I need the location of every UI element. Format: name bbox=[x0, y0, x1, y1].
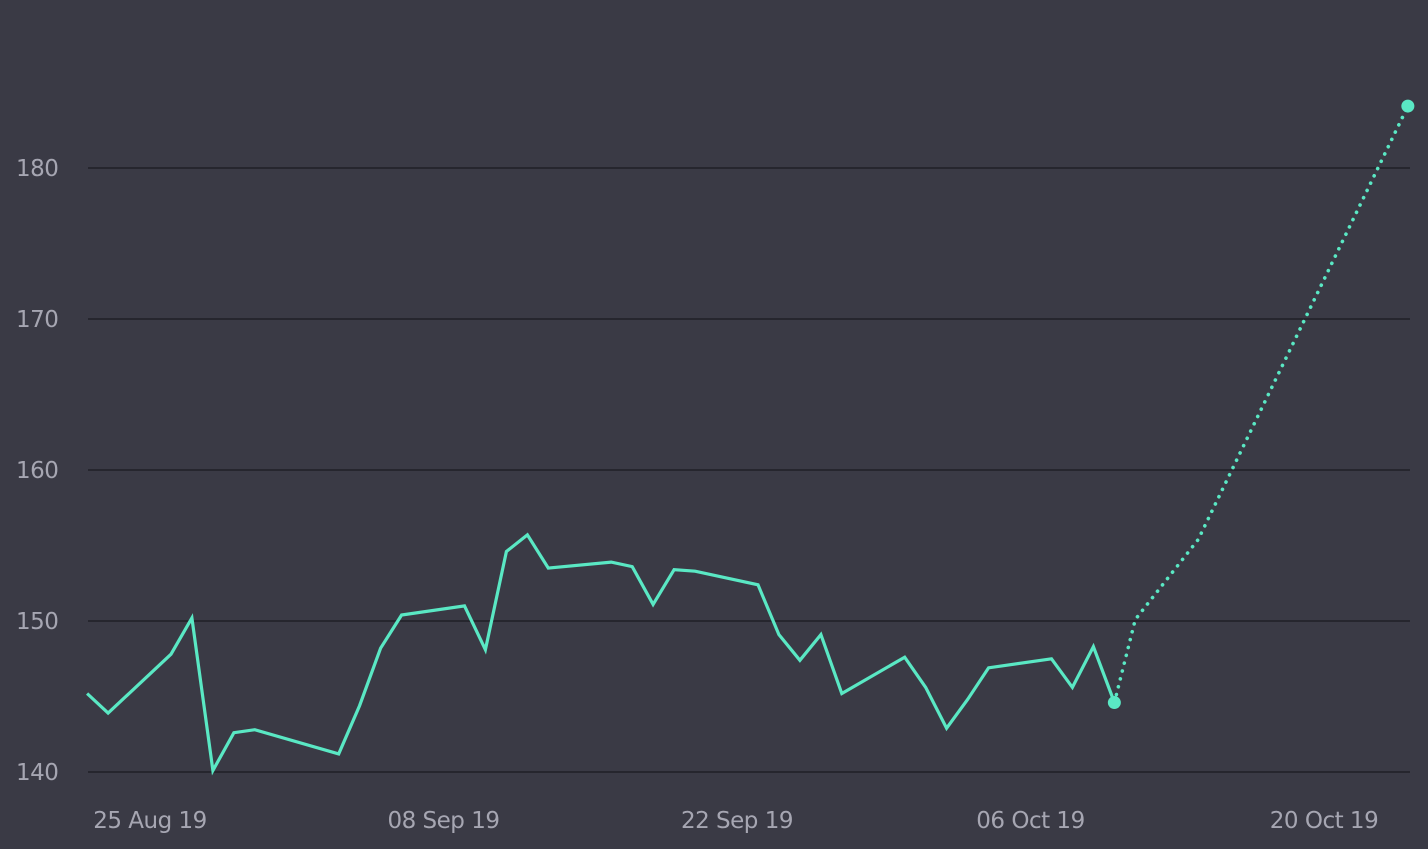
x-tick-label: 20 Oct 19 bbox=[1270, 808, 1378, 834]
forecast-series-line bbox=[1112, 104, 1410, 705]
x-tick-label: 08 Sep 19 bbox=[387, 808, 499, 834]
y-tick-label: 150 bbox=[16, 609, 58, 635]
x-tick-label: 25 Aug 19 bbox=[93, 808, 207, 834]
y-tick-label: 140 bbox=[16, 760, 58, 786]
y-tick-label: 180 bbox=[16, 156, 58, 182]
y-tick-label: 160 bbox=[16, 458, 58, 484]
price-series-line bbox=[86, 532, 1116, 776]
forecast-end-point bbox=[1401, 99, 1415, 113]
series-layer bbox=[86, 99, 1415, 776]
grid-lines bbox=[88, 167, 1410, 773]
y-axis-tick-labels: 140 150 160 170 180 bbox=[16, 156, 59, 786]
x-tick-label: 22 Sep 19 bbox=[681, 808, 793, 834]
forecast-start-point bbox=[1107, 696, 1121, 710]
y-tick-label: 170 bbox=[16, 307, 58, 333]
x-tick-label: 06 Oct 19 bbox=[976, 808, 1084, 834]
x-axis-tick-labels: 25 Aug 19 08 Sep 19 22 Sep 19 06 Oct 19 20 O… bbox=[93, 808, 1379, 834]
